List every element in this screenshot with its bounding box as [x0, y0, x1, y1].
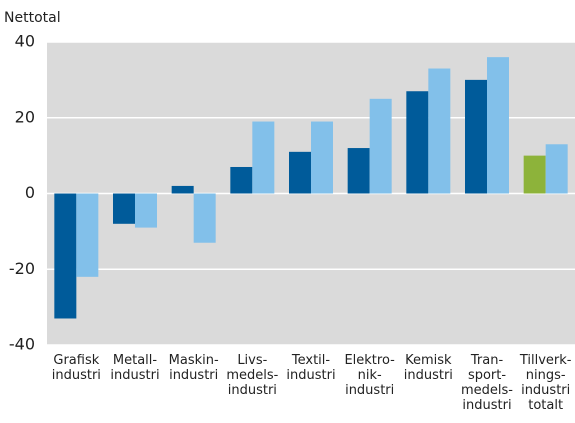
bar	[230, 166, 253, 194]
bar	[193, 193, 216, 243]
x-tick-label: Maskin-industri	[169, 353, 219, 383]
bar	[428, 68, 451, 194]
x-tick-label: Livs-medels-industri	[226, 353, 278, 398]
bar	[171, 185, 194, 194]
x-tick-label: Grafisk industri	[52, 353, 101, 383]
bar	[369, 98, 392, 194]
bar	[487, 57, 509, 194]
bar	[465, 79, 487, 194]
bar	[135, 193, 157, 228]
y-tick-label: 20	[15, 107, 35, 126]
y-tick-label: 40	[15, 32, 35, 51]
bar	[347, 148, 370, 194]
bar	[113, 193, 135, 224]
y-axis-label: Nettotal	[4, 10, 61, 26]
x-tick-label: Elektro-nik-industri	[344, 353, 395, 398]
bar	[406, 91, 429, 194]
x-tick-label: Textil-industri	[286, 353, 335, 383]
y-tick-label: -20	[9, 259, 35, 278]
y-tick-label: 0	[25, 183, 35, 202]
x-tick-label: Kemisk industri	[404, 353, 453, 383]
bar	[523, 155, 546, 194]
bar	[545, 144, 568, 194]
x-tick-label: Tran-sport-medels-industri	[461, 353, 513, 413]
bar	[76, 193, 99, 277]
x-tick-label: Tillverk-nings-industri totalt	[519, 353, 572, 413]
bar	[311, 121, 333, 194]
x-tick-label: Metall-industri	[110, 353, 159, 383]
bar	[54, 193, 77, 319]
bar	[289, 151, 311, 194]
y-tick-label: -40	[9, 335, 35, 354]
bar	[252, 121, 275, 194]
